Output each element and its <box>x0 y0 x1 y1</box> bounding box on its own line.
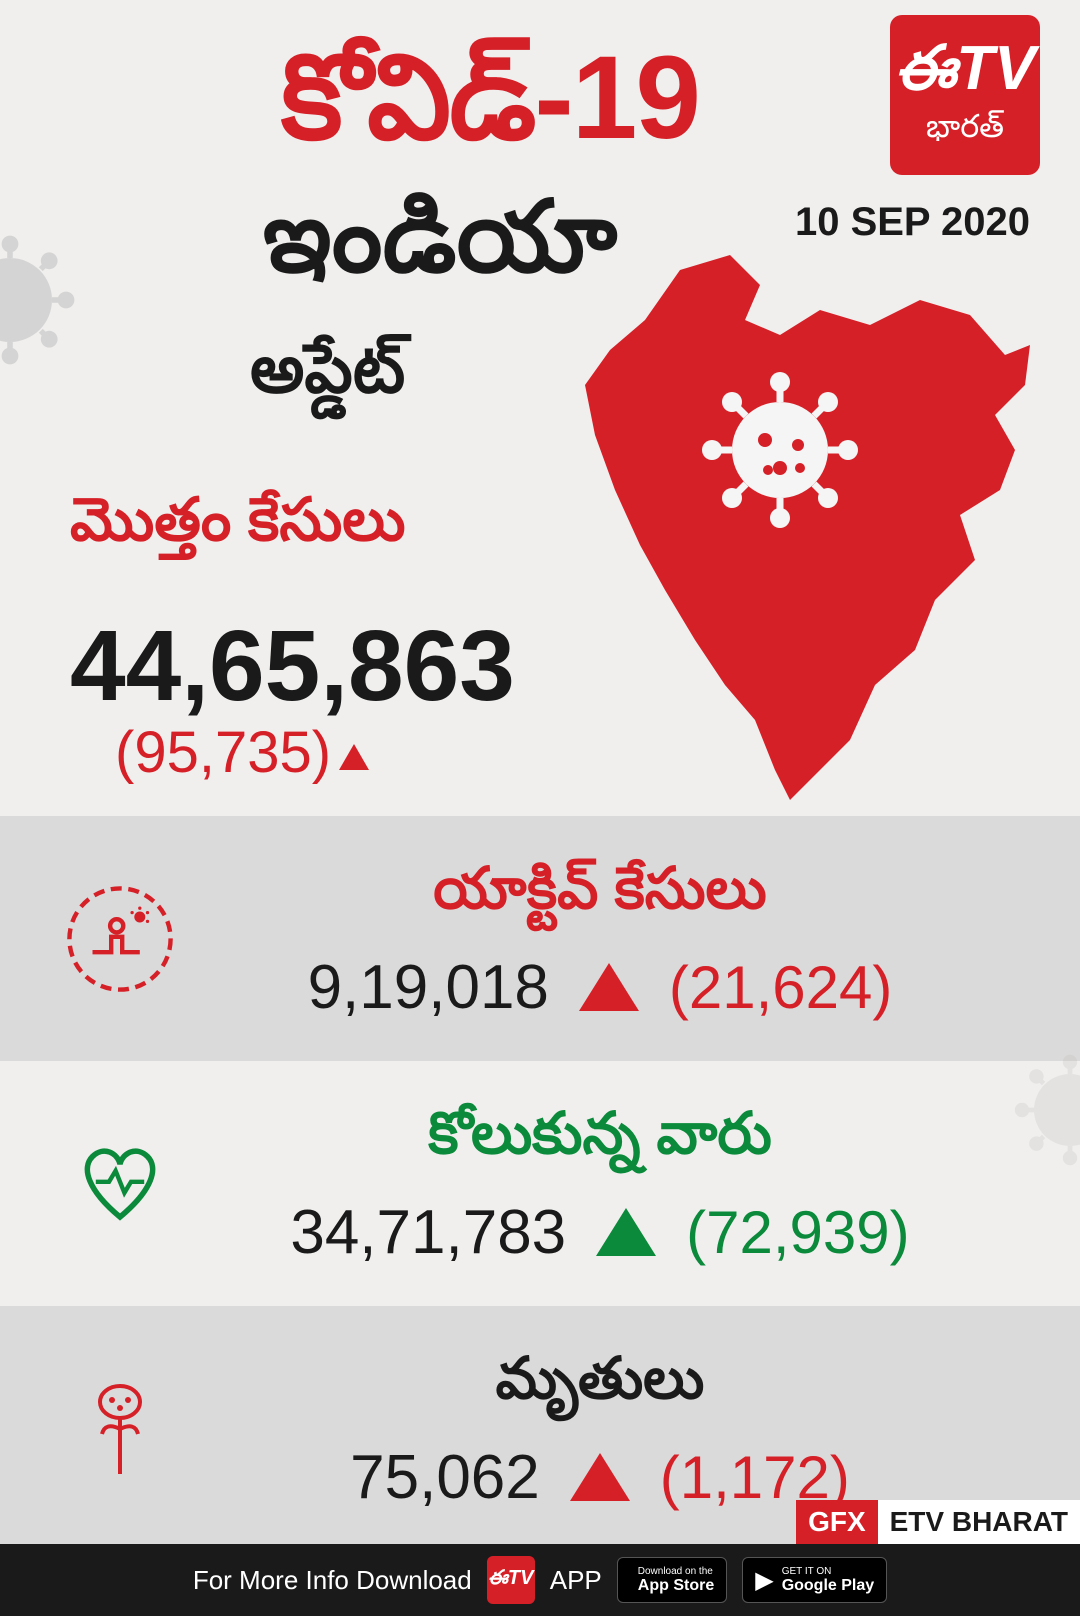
triangle-up-icon <box>596 1208 656 1256</box>
etv-logo: ఈTV భారత్ <box>890 15 1040 175</box>
total-cases-section: మొత్తం కేసులు 44,65,863 (95,735) <box>0 425 1080 816</box>
total-cases-value: 44,65,863 <box>70 609 1030 724</box>
stat-label: యాక్టివ్ కేసులు <box>433 855 767 937</box>
gfx-label: GFX <box>796 1500 878 1544</box>
triangle-up-icon <box>579 963 639 1011</box>
stat-value: 34,71,783 <box>290 1197 566 1268</box>
logo-text: ఈTV <box>895 38 1036 100</box>
triangle-up-icon <box>339 744 369 770</box>
footer-app-label: APP <box>550 1565 602 1596</box>
stat-label: కోలుకున్న వారు <box>428 1100 772 1182</box>
footer-logo-icon: ఈTV <box>487 1556 535 1604</box>
title-covid: కోవిడ్‌-19 <box>0 30 1030 195</box>
stat-row-active: యాక్టివ్ కేసులు 9,19,018 (21,624) <box>0 816 1080 1061</box>
stat-value: 9,19,018 <box>308 952 549 1023</box>
play-icon: ▶ <box>755 1566 773 1595</box>
stat-row-recovered: కోలుకున్న వారు 34,71,783 (72,939) <box>0 1061 1080 1306</box>
footer: For More Info Download ఈTV APP Download … <box>0 1544 1080 1616</box>
stat-label: మృతులు <box>496 1345 705 1427</box>
playstore-badge[interactable]: ▶ GET IT ON Google Play <box>742 1557 887 1603</box>
total-cases-delta: (95,735) <box>115 719 1030 786</box>
stat-delta: (72,939) <box>686 1198 909 1267</box>
total-cases-label: మొత్తం కేసులు <box>70 485 1030 569</box>
appstore-badge[interactable]: Download on the App Store <box>617 1557 727 1603</box>
brand-label: ETV BHARAT <box>878 1500 1080 1544</box>
gfx-badge: GFX ETV BHARAT <box>796 1500 1080 1544</box>
triangle-up-icon <box>570 1453 630 1501</box>
active-icon <box>60 879 180 999</box>
stat-delta: (21,624) <box>669 953 892 1022</box>
stat-value: 75,062 <box>350 1442 540 1513</box>
death-icon <box>60 1369 180 1489</box>
recovered-icon <box>60 1124 180 1244</box>
logo-subtext: భారత్ <box>926 108 1004 153</box>
date: 10 SEP 2020 <box>795 200 1030 245</box>
footer-text: For More Info Download <box>193 1565 472 1596</box>
